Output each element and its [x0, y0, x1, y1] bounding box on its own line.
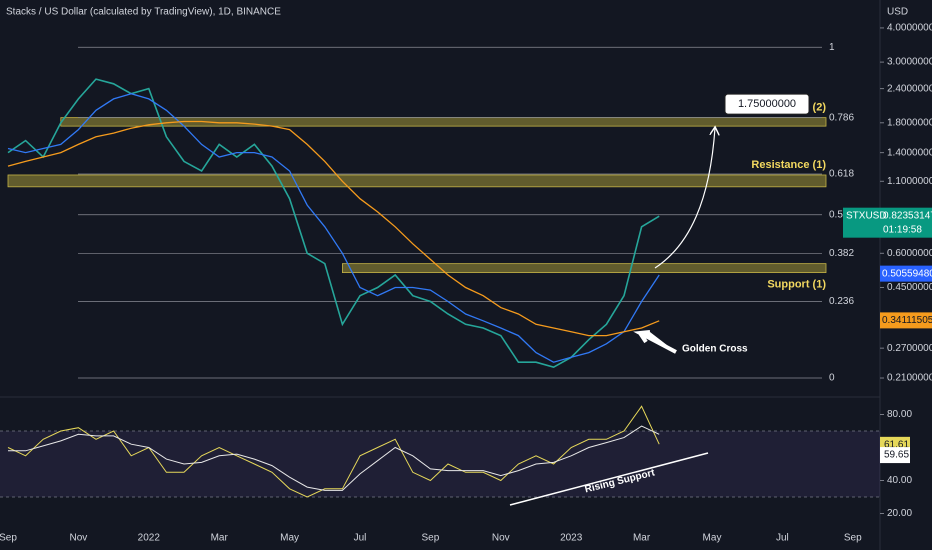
- y-tick-label: 1.40000000: [887, 147, 932, 158]
- y-tick-label: 4.00000000: [887, 23, 932, 34]
- fib-label: 0.236: [829, 296, 854, 307]
- y-tick-label: 0.21000000: [887, 373, 932, 384]
- zone: [7, 174, 827, 188]
- target-label: 1.75000000: [738, 98, 796, 110]
- fib-label: 0.5: [829, 209, 843, 220]
- symbol-badge: [843, 207, 932, 238]
- x-tick-label: Mar: [633, 533, 651, 544]
- badge-label: 61.61: [884, 439, 909, 450]
- rising-support-line: [509, 452, 709, 506]
- y-axis-label: USD: [887, 7, 908, 18]
- x-tick-label: Sep: [0, 533, 17, 544]
- rsi-ma-badge: [880, 447, 910, 464]
- rsi-band: [0, 431, 880, 497]
- price-badge: [880, 265, 932, 282]
- zone-label: Support (1): [767, 279, 826, 291]
- chart-title: Stacks / US Dollar (calculated by Tradin…: [6, 7, 281, 18]
- rsi-ma-line: [8, 425, 660, 491]
- x-tick-label: May: [280, 533, 299, 544]
- x-tick-label: Jul: [776, 533, 789, 544]
- fib-label: 0.618: [829, 169, 854, 180]
- countdown: 01:19:58: [883, 224, 922, 235]
- zone-label: Resistance (1): [751, 159, 826, 171]
- symbol: STXUSD: [846, 210, 887, 221]
- last-price: 0.82353147: [883, 210, 932, 221]
- x-tick-label: 2023: [560, 533, 583, 544]
- moving-average: [7, 120, 660, 337]
- badge-label: 59.65: [884, 450, 909, 461]
- zone: [341, 263, 827, 274]
- x-tick-label: Sep: [844, 533, 862, 544]
- price-line: [7, 78, 660, 369]
- badge-label: 0.50559480: [882, 268, 932, 279]
- fib-label: 0.786: [829, 112, 854, 123]
- y-tick-label: 3.00000000: [887, 57, 932, 68]
- target-callout: [724, 93, 810, 115]
- badge-label: 0.34111505: [882, 315, 932, 326]
- plot: 4.00000000 3.00000000 2.40000000 1.80000000…: [0, 23, 932, 544]
- annotation: Golden Cross: [682, 344, 748, 355]
- y-tick-label: 20.00: [887, 508, 912, 519]
- projection-arrow: [654, 128, 715, 269]
- fib-label: 1: [829, 42, 835, 53]
- x-tick-label: May: [703, 533, 722, 544]
- x-tick-label: 2022: [138, 533, 161, 544]
- y-tick-label: 40.00: [887, 475, 912, 486]
- price-badge: [880, 312, 932, 329]
- x-tick-label: Jul: [354, 533, 367, 544]
- x-tick-label: Nov: [70, 533, 88, 544]
- x-tick-label: Nov: [492, 533, 510, 544]
- y-tick-label: 80.00: [887, 409, 912, 420]
- moving-average: [7, 93, 660, 363]
- golden-cross-arrow: [633, 330, 677, 354]
- fib-label: 0.382: [829, 248, 854, 259]
- x-tick-label: Mar: [211, 533, 229, 544]
- y-tick-label: 1.80000000: [887, 117, 932, 128]
- y-tick-label: 2.40000000: [887, 83, 932, 94]
- fib-label: 0: [829, 373, 835, 384]
- x-tick-label: Sep: [422, 533, 440, 544]
